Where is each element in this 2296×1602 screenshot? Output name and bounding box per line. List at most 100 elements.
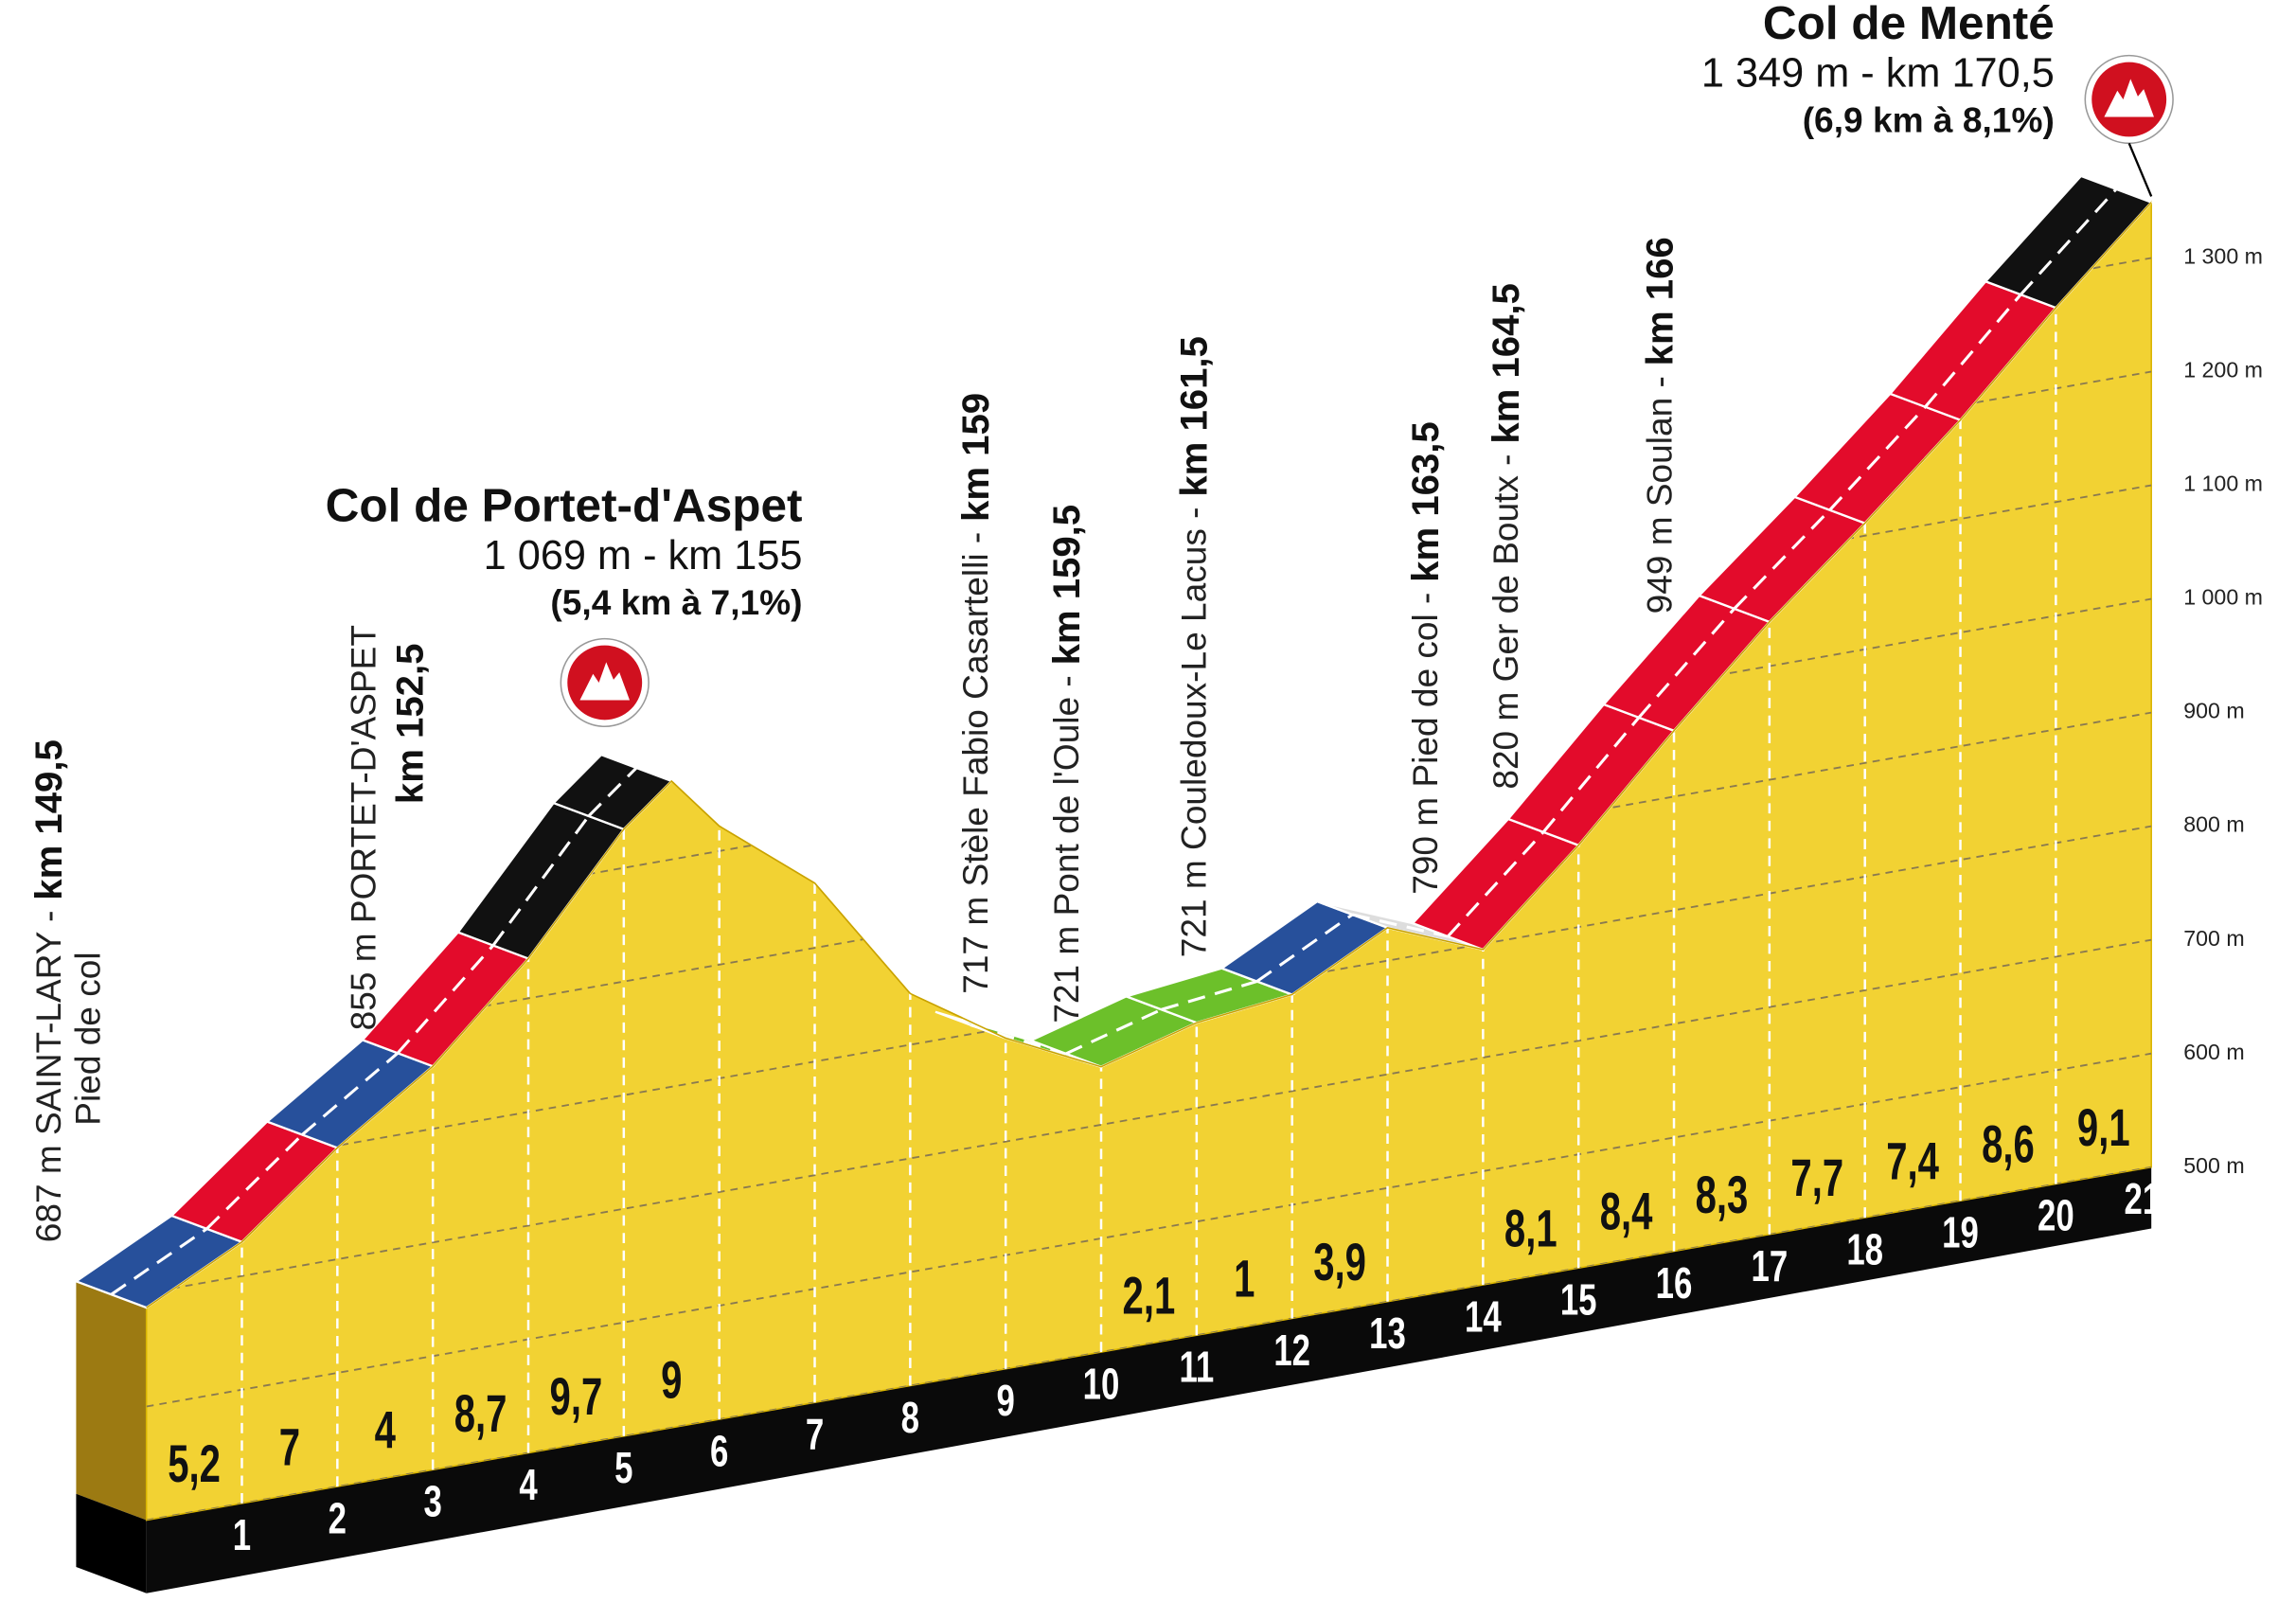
climb-detail: (6,9 km à 8,1%) [1803, 99, 2055, 139]
climb-summit: 1 069 m - km 155 [484, 533, 803, 578]
km-label: 5 [614, 1443, 632, 1492]
ribbon-centerline [396, 944, 495, 1055]
side-face [76, 1281, 147, 1521]
ribbon-centerline [1541, 716, 1641, 833]
gradient-label: 7,7 [1790, 1149, 1843, 1208]
waypoint-label: 949 m Soulan - km 166 [1638, 237, 1681, 614]
gradient-label: 3,9 [1313, 1234, 1366, 1292]
waypoint-label: 721 m Couledoux-Le Lacus - km 161,5 [1172, 336, 1215, 957]
gradient-label: 9,1 [2077, 1099, 2130, 1158]
gradient-label: 7,4 [1886, 1132, 1939, 1191]
waypoint-label: 717 m Stèle Fabio Casartelli - km 159 [954, 393, 997, 994]
km-label: 18 [1846, 1224, 1883, 1273]
ribbon-centerline [205, 1133, 304, 1230]
climb-icon-ring [560, 637, 650, 728]
waypoint-label: 790 m Pied de col - km 163,5 [1403, 421, 1446, 895]
y-tick-label: 900 m [2183, 699, 2244, 723]
km-label: 13 [1369, 1308, 1406, 1358]
y-tick-label: 700 m [2183, 926, 2244, 951]
climb-name: Col de Portet-d'Aspet [326, 479, 803, 531]
climb-icon-mountain [2104, 79, 2154, 117]
km-label: 14 [1465, 1291, 1502, 1341]
waypoint-label: 687 m SAINT-LARY - km 149,5 [27, 739, 70, 1242]
km-label: 7 [806, 1410, 824, 1459]
waypoint-name: 949 m Soulan - [1639, 376, 1679, 614]
waypoint-km: km 149,5 [27, 739, 70, 900]
gradient-label: 8,7 [454, 1384, 507, 1443]
y-tick-label: 1 200 m [2183, 358, 2263, 383]
km-label: 20 [2038, 1191, 2074, 1240]
elevation-line [146, 202, 2152, 1308]
ribbon-centerline [2020, 187, 2118, 296]
ribbon-centerline [301, 1052, 400, 1136]
ribbon-centerline [1447, 830, 1545, 938]
ribbon-centerline [1161, 980, 1258, 1011]
waypoint-name: 855 m PORTET-D'ASPET [343, 625, 383, 1030]
waypoint-km: km 163,5 [1403, 421, 1446, 582]
km-label: 3 [423, 1477, 441, 1526]
base-band-side [76, 1493, 147, 1593]
waypoint-km: km 161,5 [1172, 336, 1215, 497]
waypoint-name: 790 m Pied de col - [1405, 593, 1445, 895]
km-label: 21 [2125, 1174, 2162, 1223]
ribbon-centerline [1924, 294, 2022, 408]
km-label: 15 [1560, 1275, 1597, 1325]
waypoint-km: km 159 [954, 393, 997, 522]
y-tick-label: 1 100 m [2183, 472, 2263, 496]
climb-detail: (5,4 km à 7,1%) [550, 582, 802, 622]
waypoint-note: Pied de col [68, 952, 108, 1125]
y-tick-label: 500 m [2183, 1153, 2244, 1178]
km-label: 19 [1942, 1208, 1979, 1257]
km-label: 4 [519, 1460, 538, 1509]
km-label: 1 [233, 1510, 251, 1559]
km-label: 11 [1179, 1343, 1214, 1392]
climb-name: Col de Menté [1763, 0, 2055, 49]
gradient-label: 9 [661, 1351, 682, 1410]
grid-line [146, 1052, 2152, 1408]
ribbon-centerline [1828, 405, 1927, 511]
ribbon-centerline [1065, 1007, 1163, 1056]
waypoint-name: 721 m Pont de l'Oule - [1046, 675, 1086, 1023]
ribbon-centerline [1637, 607, 1735, 719]
climb-icon-mountain [579, 662, 631, 701]
km-label: 8 [901, 1393, 919, 1442]
gradient-label: 8,3 [1696, 1166, 1749, 1225]
ribbon-centerline [1255, 913, 1354, 983]
waypoint-km: km 152,5 [389, 644, 432, 805]
y-tick-label: 1 300 m [2183, 244, 2263, 269]
ribbon-centerline [1352, 913, 1449, 938]
waypoint-name: 721 m Couledoux-Le Lacus - [1173, 507, 1213, 957]
km-label: 17 [1752, 1241, 1789, 1290]
grid-line [146, 938, 2152, 1294]
y-tick-label: 600 m [2183, 1040, 2244, 1064]
y-tick-label: 800 m [2183, 812, 2244, 837]
waypoint-km: km 159,5 [1045, 505, 1088, 666]
km-label: 6 [710, 1426, 728, 1475]
climb-summit: 1 349 m - km 170,5 [1701, 51, 2055, 97]
ribbon-centerline [1733, 508, 1831, 610]
ribbon-centerline [110, 1227, 208, 1296]
waypoint-label: 721 m Pont de l'Oule - km 159,5 [1045, 505, 1088, 1024]
base-band [146, 1166, 2152, 1593]
gradient-label: 5,2 [168, 1435, 221, 1494]
waypoint-label: 820 m Ger de Boutx - km 164,5 [1485, 283, 1527, 790]
waypoint-km: km 166 [1638, 237, 1681, 365]
gradient-label: 9,7 [550, 1368, 603, 1427]
climb-icon-pointer [2127, 142, 2153, 197]
ribbon-centerline [587, 766, 638, 818]
gradient-label: 7 [279, 1418, 300, 1477]
gradient-label: 8,6 [1982, 1115, 2035, 1174]
waypoint-name: 820 m Ger de Boutx - [1486, 454, 1525, 789]
km-label: 12 [1273, 1326, 1310, 1375]
gradient-label: 2,1 [1123, 1267, 1176, 1326]
waypoint-name: 687 m SAINT-LARY - [28, 911, 68, 1243]
km-label: 10 [1083, 1359, 1120, 1408]
grid-line [146, 1166, 2152, 1521]
km-label: 16 [1656, 1258, 1693, 1308]
waypoint-name: 717 m Stèle Fabio Casartelli - [955, 532, 995, 994]
waypoint-label: 855 m PORTET-D'ASPET [343, 625, 383, 1030]
gradient-label: 1 [1234, 1250, 1255, 1308]
gradient-label: 8,1 [1504, 1200, 1557, 1258]
